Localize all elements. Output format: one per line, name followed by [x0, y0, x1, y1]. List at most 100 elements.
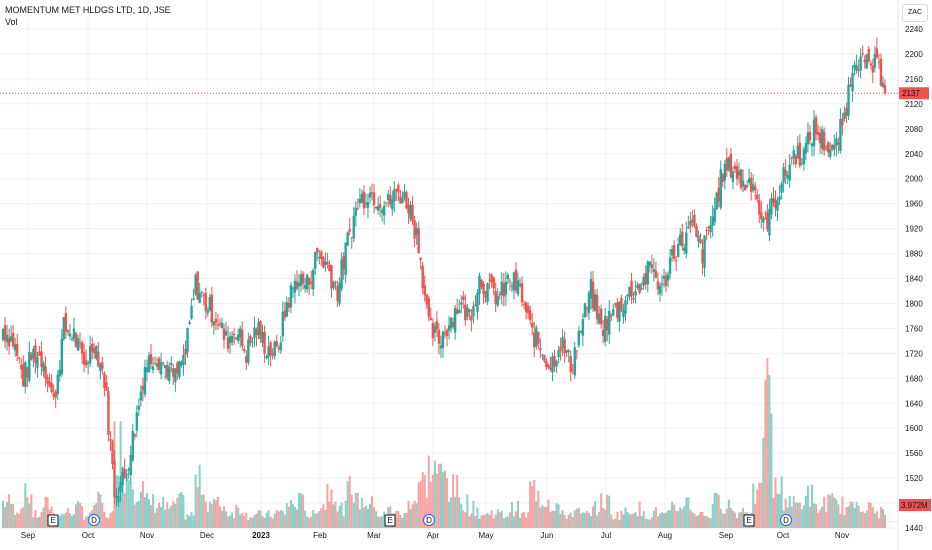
volume-bar [600, 493, 603, 528]
volume-bar [478, 518, 481, 528]
volume-bar [123, 492, 126, 528]
volume-bar [28, 503, 31, 528]
candle-body [528, 310, 532, 321]
volume-bar [429, 482, 432, 528]
volume-bar [26, 496, 29, 528]
candle-body [567, 350, 570, 353]
candle-body [620, 298, 623, 311]
candle-body [691, 219, 694, 223]
volume-bar [561, 510, 564, 528]
candle-body [164, 365, 167, 369]
candle-body [230, 335, 234, 343]
candle-body [44, 366, 47, 379]
volume-bar [640, 516, 643, 528]
candle-body [549, 367, 552, 370]
candle-body [182, 354, 185, 365]
volume-bar [506, 516, 509, 528]
candle-body [139, 391, 143, 401]
candle-body [259, 321, 262, 339]
time-tick-label: 2023 [252, 531, 270, 540]
volume-bar [610, 514, 613, 528]
volume-bar [660, 512, 663, 528]
volume-bar [452, 474, 455, 528]
volume-bar [129, 482, 132, 528]
volume-bar [587, 512, 590, 528]
candle-body [599, 308, 603, 325]
volume-bar [66, 508, 69, 528]
volume-bar [758, 482, 761, 528]
candle-body [251, 342, 254, 344]
candle-body [324, 261, 327, 266]
volume-bar [405, 512, 408, 528]
volume-bar [99, 494, 102, 528]
candle-body [312, 269, 315, 290]
candle-body [689, 221, 692, 227]
volume-bar [239, 514, 242, 528]
volume-bar [18, 513, 21, 528]
candle-body [123, 468, 126, 479]
candle-body [180, 362, 183, 366]
volume-bar [656, 516, 659, 528]
candle-body [498, 293, 501, 296]
candle-body [86, 362, 90, 364]
volume-bar [626, 512, 629, 528]
candle-body [9, 336, 13, 342]
volume-bar [768, 374, 771, 528]
candle-body [393, 189, 396, 202]
volume-bar [196, 487, 199, 528]
price-tick-label: 2240 [905, 25, 923, 34]
dividend-marker[interactable]: D [88, 514, 100, 526]
volume-bar [208, 501, 211, 528]
volume-bar [877, 518, 880, 528]
volume-bar [158, 502, 161, 528]
price-tick-label: 1920 [905, 225, 923, 234]
volume-bar [281, 511, 284, 528]
volume-bar [865, 510, 868, 528]
volume-bar [725, 508, 728, 528]
candle-body [206, 310, 209, 314]
candle-body [103, 373, 106, 388]
candle-body [437, 329, 441, 344]
candle-body [822, 131, 826, 151]
candle-body [427, 298, 430, 317]
volume-bar [257, 510, 260, 528]
volume-bar [671, 501, 674, 528]
volume-bar [697, 514, 700, 528]
candle-body [421, 265, 424, 289]
earnings-marker[interactable]: E [384, 514, 396, 527]
candle-body [883, 85, 887, 94]
candle-body [512, 272, 516, 291]
volume-bar [172, 501, 175, 528]
candle-body [504, 281, 508, 296]
candle-body [648, 261, 651, 266]
candle-body [867, 48, 870, 61]
volume-bar [648, 519, 651, 528]
volume-bar [216, 496, 219, 528]
candle-body [178, 361, 181, 378]
volume-bar [154, 512, 157, 528]
candle-body [170, 363, 173, 366]
volume-bar [594, 500, 597, 528]
volume-bar [711, 503, 714, 528]
currency-badge[interactable]: ZAC [902, 4, 928, 22]
candle-body [711, 216, 714, 226]
candle-body [76, 338, 80, 351]
candle-body [125, 473, 128, 475]
candle-body [305, 275, 309, 290]
candle-body [279, 342, 282, 351]
candle-body [372, 192, 376, 206]
candle-body [709, 224, 712, 233]
candle-body [157, 358, 161, 371]
volume-bar [869, 503, 872, 528]
volume-bar [267, 510, 270, 528]
earnings-marker[interactable]: E [743, 514, 755, 527]
volume-bar [188, 516, 191, 528]
candle-body [370, 192, 374, 194]
dividend-marker[interactable]: D [780, 514, 792, 526]
volume-bar [577, 507, 580, 528]
dividend-marker[interactable]: D [423, 514, 435, 526]
earnings-marker[interactable]: E [47, 514, 59, 527]
volume-bar [289, 500, 292, 528]
volume-bar [723, 513, 726, 528]
